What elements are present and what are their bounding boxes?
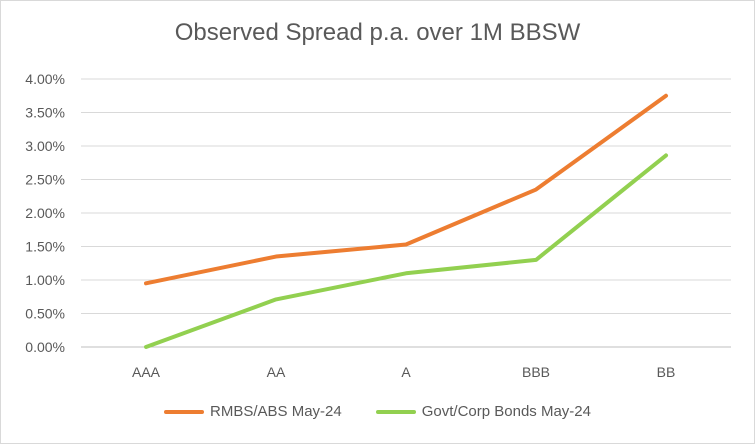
legend-label: Govt/Corp Bonds May-24 bbox=[421, 403, 591, 420]
y-tick-label: 0.00% bbox=[25, 339, 65, 355]
chart-title: Observed Spread p.a. over 1M BBSW bbox=[174, 19, 581, 46]
y-tick-label: 3.50% bbox=[25, 105, 65, 121]
x-tick-label: BBB bbox=[522, 364, 550, 380]
legend-item: RMBS/ABS May-24 bbox=[164, 403, 342, 420]
y-tick-label: 1.00% bbox=[25, 272, 65, 288]
series-line-1 bbox=[144, 93, 668, 286]
series-line-2 bbox=[144, 153, 668, 349]
y-tick-label: 4.00% bbox=[25, 71, 65, 87]
x-tick-label: BB bbox=[657, 364, 676, 380]
x-tick-label: AA bbox=[267, 364, 286, 380]
legend: RMBS/ABS May-24 Govt/Corp Bonds May-24 bbox=[1, 403, 754, 420]
y-tick-label: 0.50% bbox=[25, 306, 65, 322]
y-tick-label: 3.00% bbox=[25, 138, 65, 154]
x-tick-label: A bbox=[401, 364, 411, 380]
y-tick-label: 1.50% bbox=[25, 239, 65, 255]
legend-swatch bbox=[164, 409, 205, 414]
y-tick-label: 2.50% bbox=[25, 172, 65, 188]
legend-item: Govt/Corp Bonds May-24 bbox=[375, 403, 591, 420]
y-tick-label: 2.00% bbox=[25, 205, 65, 221]
legend-label: RMBS/ABS May-24 bbox=[210, 403, 342, 420]
legend-swatch bbox=[375, 409, 416, 414]
x-tick-label: AAA bbox=[132, 364, 161, 380]
